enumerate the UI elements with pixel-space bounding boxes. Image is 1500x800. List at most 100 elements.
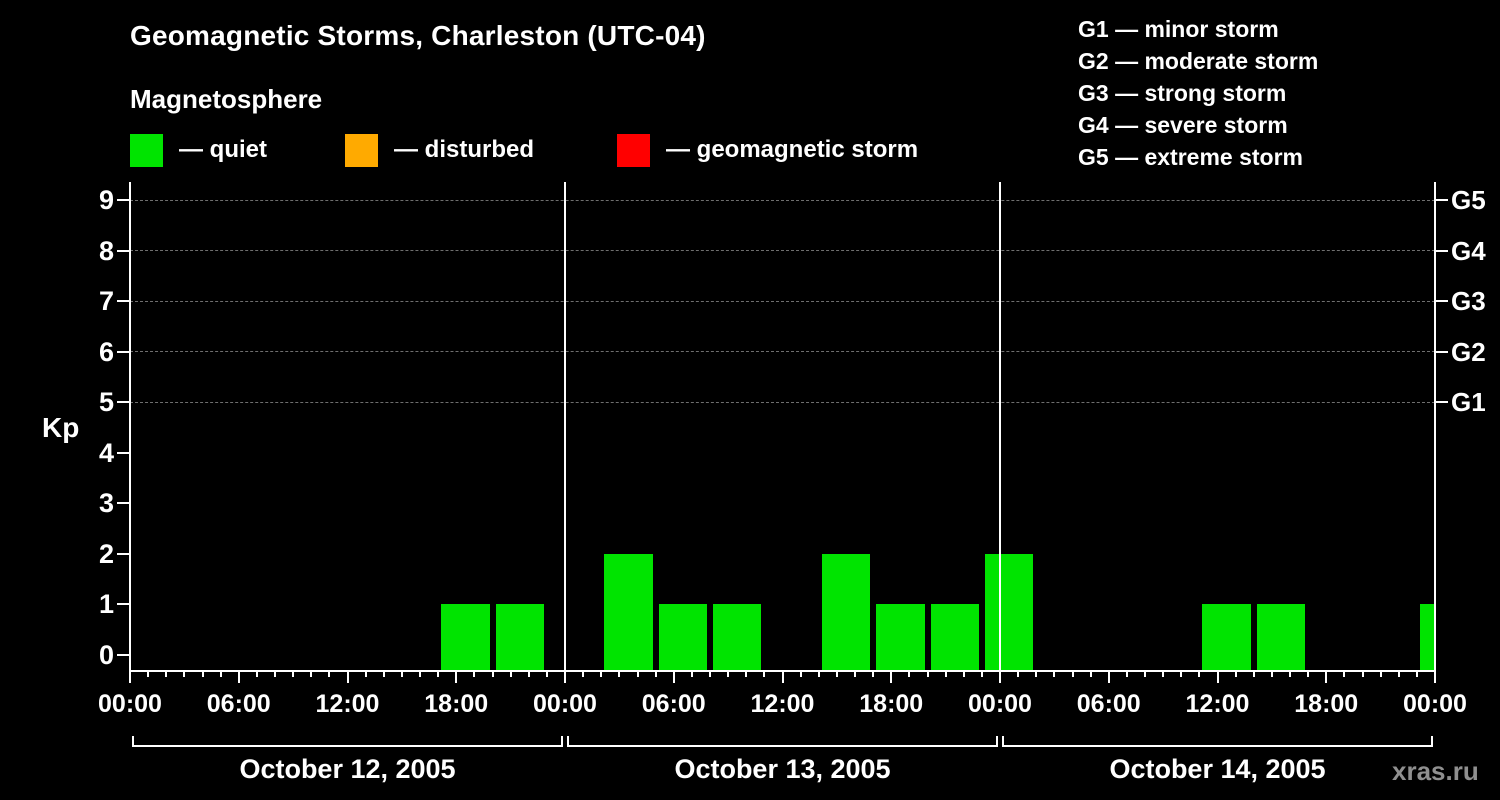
g-level-label: G2 [1451,336,1486,367]
gridline [130,199,1435,201]
x-axis-tick [473,672,476,677]
legend-item-quiet: — quiet [130,132,267,168]
x-axis-tick [799,672,802,677]
y-tick-label: 7 [98,286,114,317]
legend-label-quiet: — quiet [179,136,267,163]
right-axis-tick [1435,300,1448,303]
y-axis-tick [117,401,130,404]
kp-bar [658,604,707,672]
x-axis-tick [1162,672,1165,677]
x-axis-tick [980,672,983,677]
y-tick-label: 4 [98,437,114,468]
g-scale-item: G3 — strong storm [1078,80,1287,106]
x-axis-tick [1397,672,1400,677]
x-axis-tick [1017,672,1020,677]
y-axis-tick [117,603,130,606]
x-axis-tick [582,672,585,677]
y-tick-label: 0 [98,640,114,670]
x-axis-tick [564,672,566,683]
x-tick-label: 00:00 [1403,690,1467,718]
x-axis-tick [926,672,929,677]
x-axis-tick [781,672,784,683]
x-axis-tick [1234,672,1237,677]
gridline [130,401,1435,403]
date-bracket [567,736,998,747]
y-axis-tick [117,451,130,454]
x-axis-tick [654,672,657,677]
legend-item-disturbed: — disturbed [345,132,534,168]
right-axis-tick [1435,350,1448,353]
x-axis-tick [310,672,313,677]
x-tick-label: 18:00 [859,690,924,718]
x-axis-tick [346,672,349,683]
x-axis-tick [527,672,530,677]
kp-bar [713,604,762,672]
y-axis-line [129,182,131,672]
x-axis-tick [1252,672,1255,677]
x-tick-label: 18:00 [1294,690,1359,718]
g-scale-item: G1 — minor storm [1078,16,1279,42]
x-axis-tick [455,672,458,683]
legend-label-storm: — geomagnetic storm [666,136,919,163]
y-axis-tick [117,199,130,201]
date-label: October 13, 2005 [674,754,891,784]
x-axis-tick [1053,672,1056,677]
x-tick-label: 18:00 [424,690,489,718]
date-label: October 14, 2005 [1109,754,1326,784]
x-axis-tick [1198,672,1201,677]
kp-bar [495,604,544,672]
g-scale-item: G5 — extreme storm [1078,144,1303,170]
kp-bar [930,604,979,672]
x-axis-tick [636,672,639,677]
x-axis-tick [1144,672,1146,677]
x-axis-tick [201,672,204,677]
x-axis-tick [237,672,240,683]
kp-bar [876,604,925,672]
x-axis-tick [165,672,168,677]
disturbed-swatch-icon [345,133,378,167]
y-axis-tick [117,300,130,303]
x-tick-label: 00:00 [968,690,1032,718]
kp-bar [1419,604,1435,672]
x-axis-tick [491,672,494,677]
x-axis-tick [999,672,1001,683]
x-tick-label: 12:00 [750,690,815,718]
y-tick-label: 2 [98,538,114,569]
y-tick-label: 8 [98,235,114,266]
y-tick-label: 5 [98,387,114,418]
x-axis-tick [400,672,403,677]
quiet-swatch-icon [130,133,163,167]
date-bracket [132,736,563,747]
x-tick-label: 00:00 [98,690,162,718]
y-axis-title: Kp [42,412,80,443]
x-axis-tick [1361,672,1364,677]
x-axis-tick [545,672,548,677]
date-label: October 12, 2005 [239,754,456,784]
x-axis-tick [908,672,911,677]
x-axis-tick [872,672,875,677]
x-axis-tick [382,672,385,677]
x-axis-tick [835,672,838,677]
magnetosphere-label: Magnetosphere [130,84,323,114]
x-axis-tick [962,672,965,677]
kp-bar [441,604,490,672]
g-level-label: G4 [1451,235,1486,266]
x-axis-tick [944,672,947,677]
right-axis-tick [1435,199,1448,201]
y-axis-tick [117,249,130,252]
x-axis-tick [745,672,748,677]
right-axis-tick [1435,401,1448,404]
kp-bar [984,553,1034,672]
y-tick-label: 9 [98,185,114,215]
x-axis-tick [219,672,222,677]
y-axis-tick [117,502,130,505]
g-scale-legend: G1 — minor storm G2 — moderate storm G3 — … [1078,13,1318,173]
kp-bar [821,553,871,672]
x-axis-tick [1325,672,1328,683]
x-axis-tick [1107,672,1110,683]
x-axis-tick [364,672,367,677]
x-axis-tick [183,672,186,677]
x-axis-tick [727,672,730,677]
gridline [130,250,1435,252]
